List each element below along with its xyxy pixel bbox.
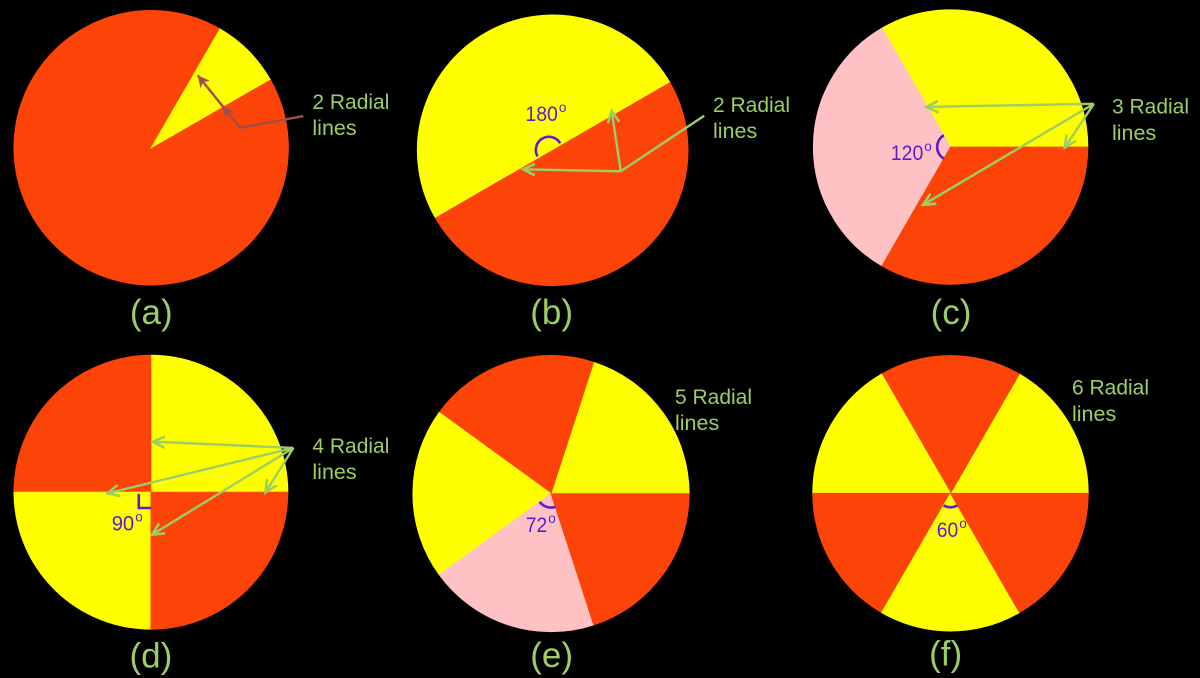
svg-text:2 Radial: 2 Radial (713, 93, 790, 117)
svg-text:(a): (a) (130, 293, 173, 332)
svg-text:lines: lines (675, 411, 719, 435)
svg-text:lines: lines (1072, 402, 1116, 426)
svg-text:72o: 72o (526, 511, 556, 537)
svg-text:(d): (d) (130, 636, 173, 675)
svg-text:180o: 180o (525, 100, 566, 126)
svg-text:60o: 60o (937, 516, 967, 542)
svg-text:lines: lines (312, 460, 356, 484)
svg-text:3 Radial: 3 Radial (1112, 95, 1189, 119)
svg-text:2 Radial: 2 Radial (312, 90, 389, 114)
svg-text:lines: lines (312, 116, 356, 140)
svg-text:90o: 90o (112, 510, 143, 536)
svg-text:6 Radial: 6 Radial (1072, 376, 1149, 400)
svg-text:(c): (c) (931, 293, 972, 332)
svg-text:(b): (b) (530, 293, 573, 332)
svg-text:(f): (f) (929, 635, 962, 674)
svg-text:4 Radial: 4 Radial (312, 434, 389, 458)
svg-text:120o: 120o (891, 139, 932, 165)
svg-text:5 Radial: 5 Radial (675, 385, 752, 409)
svg-text:(e): (e) (530, 636, 573, 675)
svg-text:lines: lines (1112, 121, 1156, 145)
svg-text:lines: lines (713, 119, 757, 143)
